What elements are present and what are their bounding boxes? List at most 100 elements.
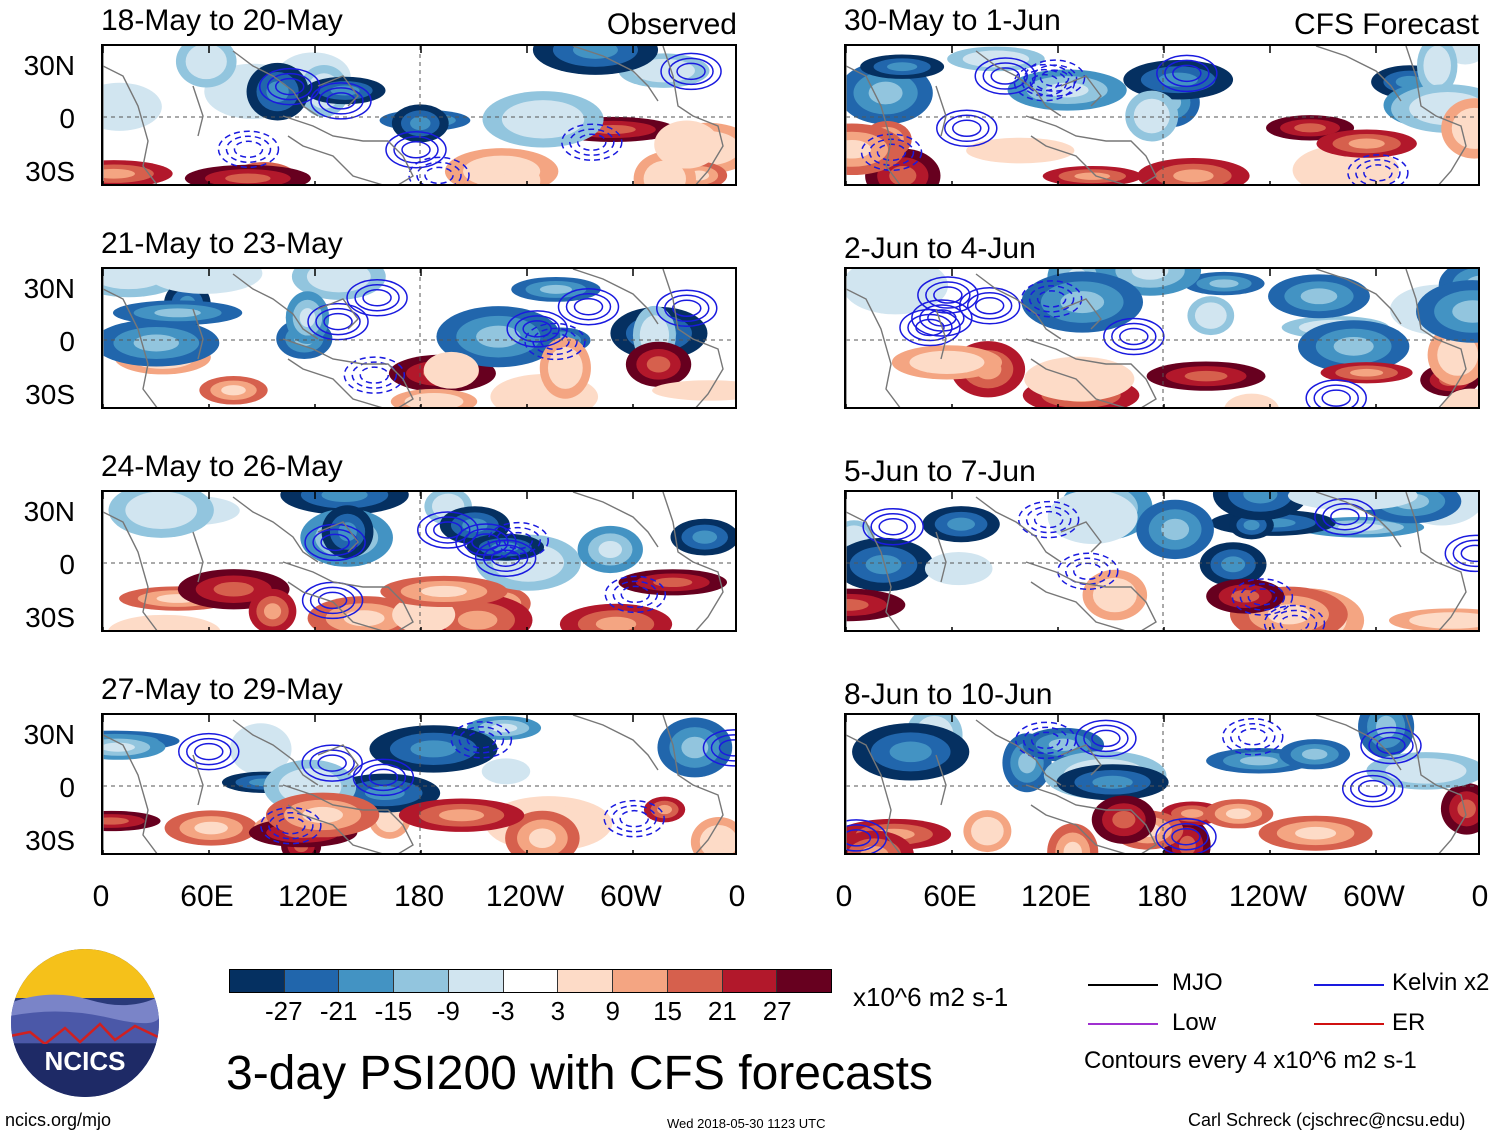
- legend-line-mjo: [1088, 984, 1158, 986]
- y-tick-label: 30S: [25, 379, 75, 410]
- psi-anomaly-shading: [528, 828, 556, 849]
- psi-anomaly-shading: [646, 324, 663, 346]
- coastline: [662, 715, 724, 853]
- kelvin-contour: [1376, 736, 1406, 755]
- kelvin-contour: [1357, 779, 1388, 798]
- colorbar-swatch: [230, 970, 285, 992]
- psi-anomaly-shading: [1333, 336, 1374, 356]
- map-canvas: [846, 715, 1478, 853]
- psi-anomaly-shading: [653, 577, 693, 588]
- kelvin-contour: [425, 516, 471, 544]
- coastline: [282, 115, 414, 184]
- coastline: [1025, 338, 1157, 407]
- kelvin-contour: [495, 526, 541, 555]
- psi-anomaly-shading: [1457, 46, 1474, 54]
- kelvin-contour: [487, 521, 549, 560]
- kelvin-contour: [710, 734, 735, 762]
- kelvin-contour: [676, 62, 706, 81]
- coastline: [1315, 492, 1402, 548]
- coastline: [935, 85, 947, 137]
- psi-anomaly-shading: [302, 806, 344, 823]
- kelvin-contour: [862, 507, 924, 546]
- psi-anomaly-shading: [868, 81, 903, 105]
- psi-anomaly-shading: [104, 98, 135, 116]
- footer-author: Carl Schreck (cjschrec@ncsu.edu): [1188, 1110, 1466, 1130]
- kelvin-contour: [258, 67, 321, 106]
- footer-url[interactable]: ncics.org/mjo: [5, 1110, 112, 1130]
- psi-anomaly-shading: [418, 397, 450, 407]
- panel-title: 30-May to 1-Jun: [844, 4, 1061, 37]
- psi-anomaly-shading: [1184, 370, 1228, 382]
- psi-anomaly-shading: [1457, 799, 1476, 819]
- psi-anomaly-shading: [1103, 585, 1127, 605]
- kelvin-contour: [656, 289, 718, 328]
- kelvin-contour: [868, 138, 915, 167]
- psi-anomaly-shading: [421, 585, 467, 598]
- map-canvas: [103, 269, 735, 407]
- psi-anomaly-shading: [410, 740, 457, 758]
- kelvin-contour: [320, 533, 350, 552]
- psi-anomaly-shading: [194, 821, 228, 835]
- kelvin-contour: [274, 77, 305, 96]
- kelvin-contour: [990, 67, 1020, 85]
- kelvin-contour: [318, 87, 364, 115]
- coastline: [572, 492, 659, 548]
- coastline: [282, 561, 414, 630]
- kelvin-contour: [323, 312, 353, 331]
- kelvin-contour: [1321, 389, 1351, 407]
- coastline: [103, 734, 158, 853]
- psi-anomaly-shading: [539, 284, 573, 294]
- psi-anomaly-shading: [692, 530, 718, 544]
- kelvin-contour: [1029, 73, 1060, 92]
- coastline: [1405, 715, 1467, 853]
- psi-anomaly-shading: [1243, 520, 1260, 531]
- psi-anomaly-shading: [887, 62, 918, 72]
- psi-anomaly-shading: [1301, 748, 1328, 760]
- psi-anomaly-shading: [103, 742, 135, 752]
- psi-anomaly-shading: [1461, 402, 1478, 407]
- kelvin-contour: [1156, 54, 1218, 93]
- coastline: [662, 269, 724, 407]
- psi-anomaly-shading: [1446, 344, 1469, 367]
- coastline: [846, 65, 901, 184]
- kelvin-contour: [343, 356, 406, 394]
- coastline: [1025, 784, 1157, 853]
- psi-anomaly-shading: [653, 169, 677, 184]
- kelvin-contour: [268, 811, 314, 840]
- psi-anomaly-shading: [556, 356, 575, 380]
- kelvin-contour: [944, 114, 990, 143]
- main-title: 3-day PSI200 with CFS forecasts: [226, 1047, 933, 1100]
- kelvin-contour: [577, 133, 607, 151]
- coastline: [192, 85, 204, 137]
- colorbar-swatch: [558, 970, 614, 992]
- colorbar-swatch: [394, 970, 449, 992]
- kelvin-contour: [401, 141, 431, 159]
- coastline: [282, 784, 414, 853]
- legend-line-kelvin: [1314, 984, 1384, 986]
- psi-anomaly-shading: [381, 810, 398, 826]
- kelvin-contour: [194, 742, 224, 761]
- psi-anomaly-shading: [978, 823, 997, 839]
- colorbar-swatch: [448, 970, 504, 992]
- psi-anomaly-shading: [947, 517, 976, 531]
- coastline: [1405, 492, 1467, 630]
- psi-anomaly-shading: [1295, 826, 1337, 840]
- y-tick-label: 30N: [23, 496, 75, 527]
- x-tick-label: 120E: [277, 880, 349, 913]
- kelvin-contour: [506, 310, 568, 348]
- colorbar-swatch: [339, 970, 395, 992]
- psi-anomaly-shading: [1326, 160, 1366, 180]
- kelvin-contour: [424, 166, 454, 184]
- colorbar-swatch: [503, 970, 559, 992]
- coastline: [1315, 46, 1402, 102]
- psi-anomaly-shading: [1048, 738, 1079, 751]
- kelvin-contour: [450, 721, 513, 759]
- kelvin-contour: [718, 739, 735, 757]
- coastline: [1060, 298, 1102, 330]
- psi-anomaly-shading: [457, 610, 498, 630]
- kelvin-contour: [1036, 290, 1067, 308]
- kelvin-contour: [1330, 507, 1360, 526]
- kelvin-contour: [408, 156, 470, 184]
- panel-source-tag: Observed: [606, 8, 737, 41]
- psi-anomaly-shading: [521, 109, 565, 130]
